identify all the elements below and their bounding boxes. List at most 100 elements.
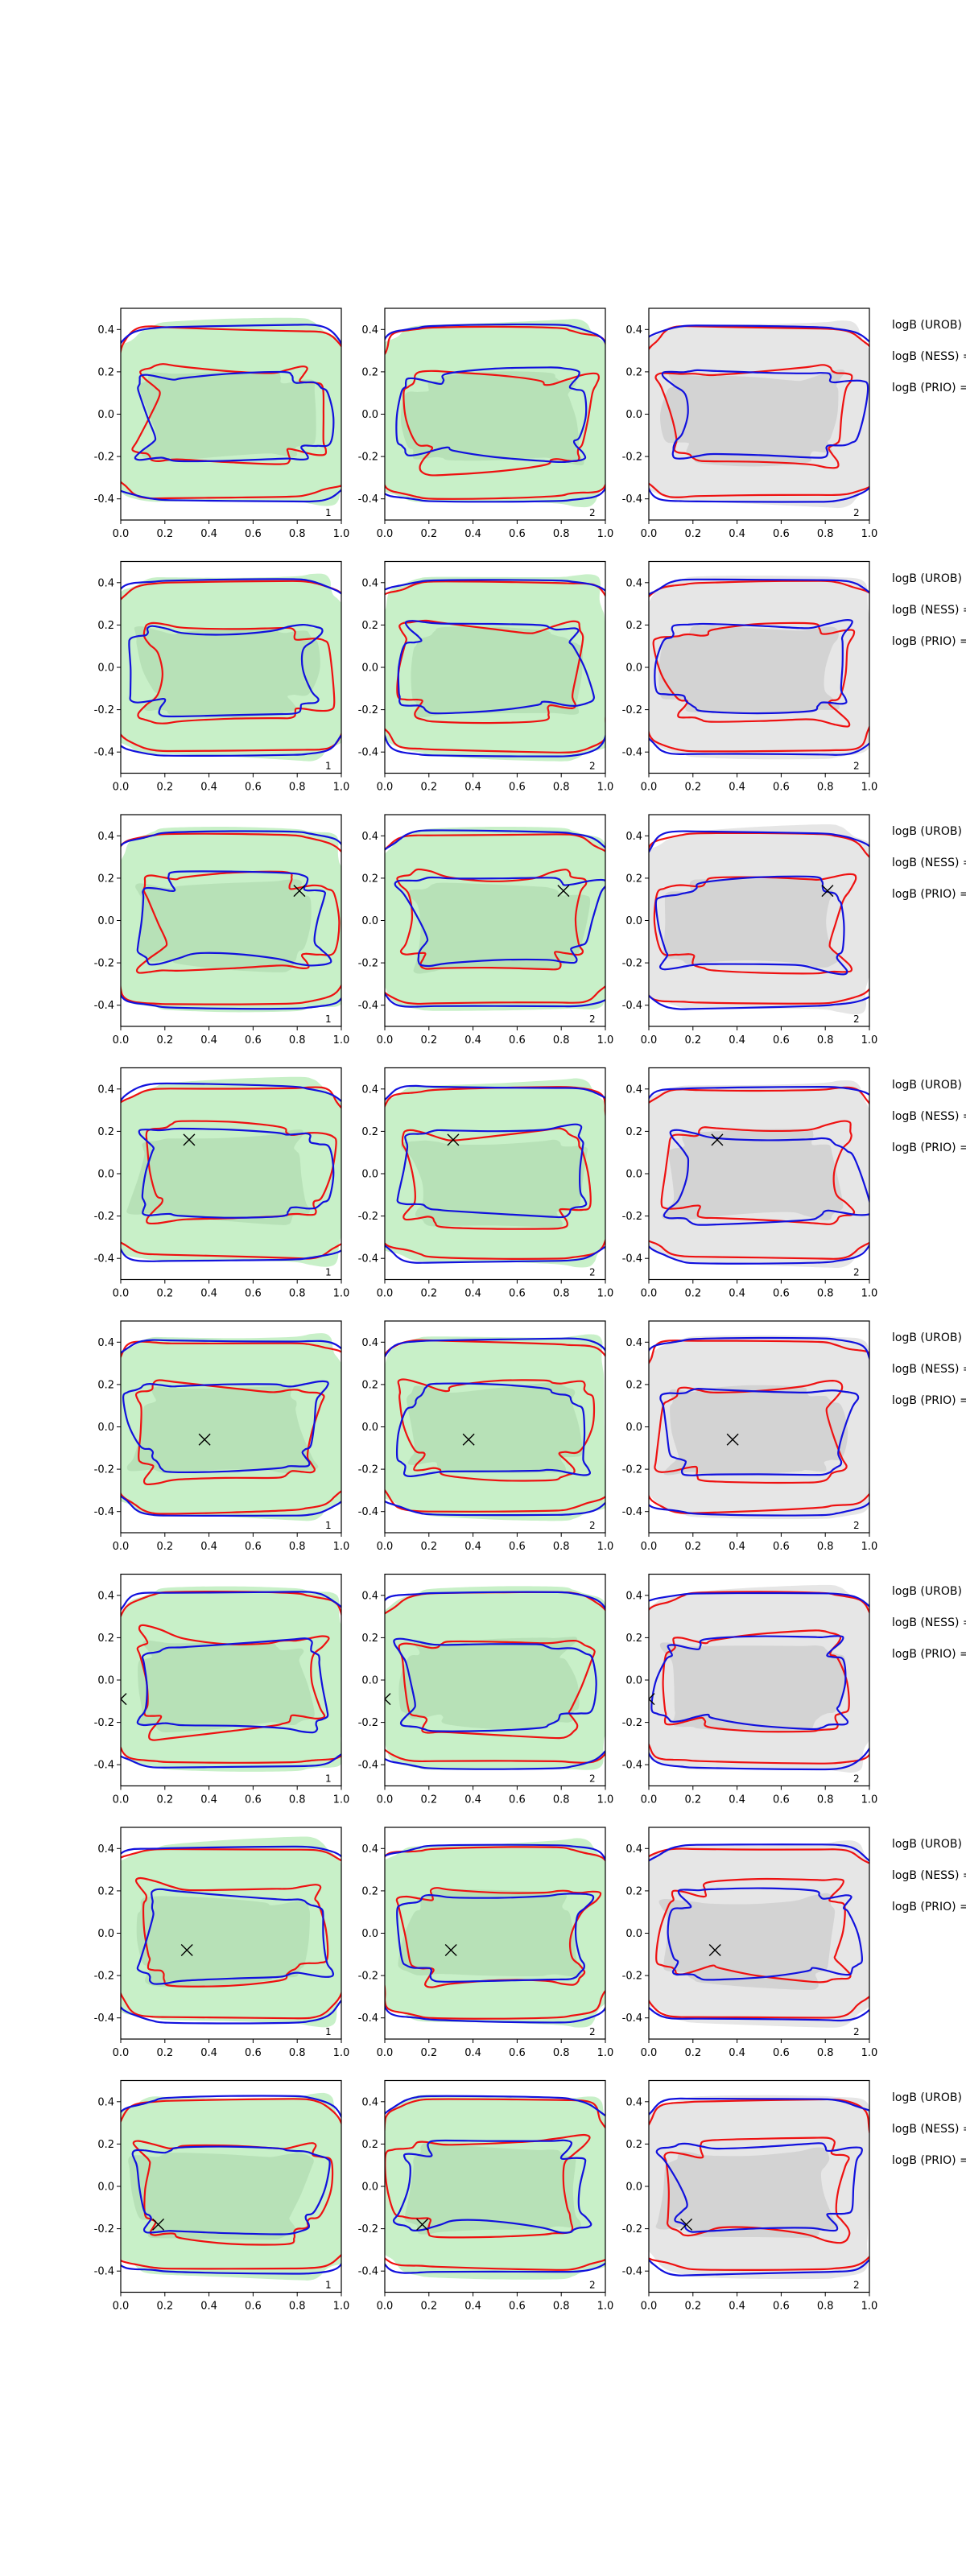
y-tick-label: -0.4 [358, 493, 378, 506]
x-tick-label: 1.0 [597, 2301, 614, 2313]
x-tick-label: 0.0 [377, 1541, 394, 1553]
x-tick-label: 0.8 [553, 1288, 570, 1300]
y-tick-label: -0.2 [358, 1971, 378, 1983]
x-tick-label: 1.0 [333, 2301, 350, 2313]
y-tick-labels: 0.4 0.2 0.0 -0.2 -0.4 [358, 1337, 378, 1518]
y-tick-label: 0.2 [97, 873, 114, 885]
x-tick-label: 0.6 [773, 1794, 790, 1806]
y-tick-label: 0.2 [97, 2139, 114, 2151]
x-tick-label: 0.0 [377, 2301, 394, 2313]
panel-corner-label: 2 [853, 761, 860, 772]
x-tick-label: 0.6 [245, 2301, 262, 2313]
red-inner-contour [401, 1127, 592, 1230]
x-tick-label: 0.2 [156, 1541, 173, 1553]
red-outer-contour [649, 1591, 869, 1765]
logb-annotation: logB (PRIO) = [892, 2153, 966, 2167]
y-tick-label: -0.4 [358, 1506, 378, 1518]
logb-annotation: logB (NESS) = [892, 857, 966, 869]
x-tick-label: 0.8 [817, 782, 834, 794]
y-tick-label: -0.2 [94, 1971, 114, 1983]
y-tick-label: -0.4 [622, 1253, 642, 1265]
y-tick-label: 0.2 [625, 366, 642, 378]
panel-r8-c1: 0.0 0.2 0.4 0.6 0.8 1.0 0.4 0.2 0.0 -0.2 -0.4 1 [94, 2079, 350, 2313]
red-inner-contour [402, 369, 601, 477]
x-tick-label: 0.0 [641, 1541, 658, 1553]
x-tick-label: 0.4 [464, 1541, 481, 1553]
x-tick-label: 0.6 [245, 1288, 262, 1300]
x-tick-label: 0.4 [464, 2301, 481, 2313]
inner-density-region [398, 1637, 580, 1729]
y-tick-label: 0.4 [361, 831, 378, 843]
panel-corner-label: 1 [325, 2026, 332, 2037]
y-tick-label: 0.4 [97, 2096, 114, 2108]
y-tick-label: 0.0 [625, 1422, 642, 1434]
red-outer-contour [385, 1339, 605, 1513]
blue-inner-contour [136, 1888, 335, 1985]
logb-annotation: logB (PRIO) = [892, 1394, 966, 1407]
y-tick-label: 0.4 [361, 2096, 378, 2108]
panel-r8-c2: 0.0 0.2 0.4 0.6 0.8 1.0 0.4 0.2 0.0 -0.2 -0.4 2 [358, 2079, 614, 2313]
x-tick-label: 0.8 [289, 782, 306, 794]
red-outer-contour [121, 325, 341, 500]
panel-r1-c3: 0.0 0.2 0.4 0.6 0.8 1.0 0.4 0.2 0.0 -0.2 -0.4 2 [622, 308, 878, 540]
inner-density-region [663, 1385, 848, 1476]
y-tick-label: 0.0 [625, 2182, 642, 2194]
y-tick-label: -0.4 [358, 1253, 378, 1265]
blue-outer-contour [385, 1084, 605, 1264]
panel-r3-c2: 0.0 0.2 0.4 0.6 0.8 1.0 0.4 0.2 0.0 -0.2 -0.4 2 [358, 814, 613, 1046]
blue-inner-contour [650, 1635, 849, 1731]
x-tick-label: 0.4 [464, 2047, 481, 2059]
x-tick-label: 1.0 [861, 1794, 878, 1806]
x-tick-label: 0.4 [464, 1288, 481, 1300]
x-tick-label: 0.4 [464, 528, 481, 540]
inner-density-region [407, 1382, 583, 1473]
y-tick-label: 0.0 [97, 1928, 114, 1940]
x-tick-label: 1.0 [597, 1794, 614, 1806]
x-tick-label: 0.2 [420, 2047, 437, 2059]
x-tick-label: 0.0 [377, 1034, 394, 1046]
panel-corner-label: 2 [589, 2280, 596, 2291]
y-tick-label: 0.0 [361, 915, 378, 927]
red-inner-contour [653, 873, 857, 975]
red-outer-contour [121, 1340, 341, 1515]
red-inner-contour [131, 363, 328, 465]
y-tick-label: 0.2 [97, 366, 114, 378]
logb-annotation: logB (NESS) = [892, 350, 966, 363]
x-tick-label: 0.0 [641, 1794, 658, 1806]
panel-corner-label: 2 [853, 1013, 860, 1025]
x-tick-label: 0.2 [684, 1288, 701, 1300]
y-tick-label: -0.2 [622, 452, 642, 464]
y-tick-label: -0.4 [622, 1506, 642, 1518]
x-tick-label: 1.0 [597, 528, 614, 540]
panel-corner-label: 2 [853, 1267, 860, 1278]
x-tick-label: 1.0 [861, 528, 878, 540]
x-tick-label: 0.2 [156, 2301, 173, 2313]
red-outer-contour [385, 833, 605, 1005]
x-tick-label: 0.0 [113, 1288, 130, 1300]
x-tick-label: 0.4 [200, 528, 217, 540]
x-tick-labels: 0.0 0.2 0.4 0.6 0.8 1.0 [113, 528, 350, 540]
blue-outer-contour [385, 829, 605, 1008]
blue-inner-contour [661, 369, 869, 460]
x-tick-label: 0.0 [113, 1794, 130, 1806]
inner-density-region [400, 1139, 588, 1228]
inner-density-region [661, 1129, 844, 1220]
y-tick-label: -0.2 [358, 1211, 378, 1223]
true-point-marker [416, 2218, 429, 2231]
red-outer-contour [385, 1846, 605, 2020]
blue-inner-contour [394, 876, 605, 968]
inner-density-region [137, 1640, 315, 1732]
x-tick-label: 0.6 [773, 1541, 790, 1553]
y-tick-label: 0.0 [97, 409, 114, 421]
x-tick-labels: 0.0 0.2 0.4 0.6 0.8 1.0 [377, 1288, 614, 1300]
x-tick-label: 1.0 [597, 782, 614, 794]
x-tick-label: 0.6 [773, 528, 790, 540]
panel-r7-c1: 0.0 0.2 0.4 0.6 0.8 1.0 0.4 0.2 0.0 -0.2 -0.4 1 [94, 1827, 349, 2059]
panel-corner-label: 1 [325, 761, 332, 772]
logb-annotation: logB (UROB) = [892, 2091, 966, 2104]
y-tick-label: -0.2 [622, 1971, 642, 1983]
true-point-marker [293, 885, 306, 898]
y-tick-label: 0.2 [625, 1126, 642, 1138]
inner-density-region [126, 1129, 310, 1225]
y-tick-label: -0.4 [622, 493, 642, 506]
